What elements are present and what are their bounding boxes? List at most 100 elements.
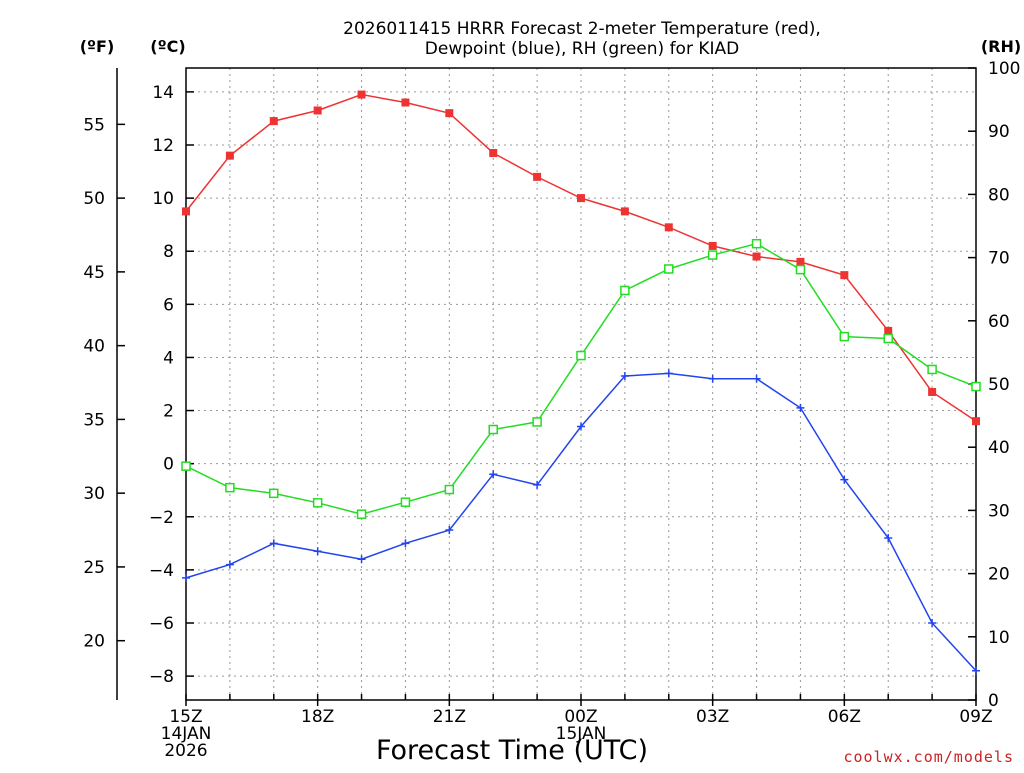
plot-frame <box>185 67 977 701</box>
celsius-tick-label: 2 <box>163 402 174 422</box>
rh-point <box>488 424 498 435</box>
fahrenheit-tick-label: 40 <box>83 337 105 357</box>
fahrenheit-tick-label: 30 <box>83 484 105 504</box>
axes <box>116 67 977 706</box>
fahrenheit-tick-label: 55 <box>83 115 105 135</box>
temperature-point <box>664 223 673 232</box>
x-tick-label: 18Z <box>301 707 334 727</box>
temperature-point <box>489 148 498 157</box>
source-credit: coolwx.com/models <box>843 748 1014 766</box>
x-tick-label: 06Z <box>828 707 861 727</box>
temperature-point <box>708 241 717 250</box>
celsius-tick-label: 12 <box>152 136 174 156</box>
temperature-point <box>928 387 937 396</box>
rh-tick-label: 100 <box>988 59 1020 79</box>
dewpoint-point <box>533 480 542 489</box>
celsius-tick-label: −2 <box>149 508 174 528</box>
rh-point <box>664 264 674 274</box>
rh-tick-label: 40 <box>988 438 1010 458</box>
rh-tick-label: 20 <box>988 565 1010 585</box>
temperature-point <box>269 117 278 126</box>
x-axis-title: Forecast Time (UTC) <box>376 735 648 766</box>
rh-unit-label: (RH) <box>981 37 1021 56</box>
fahrenheit-tick-label: 20 <box>83 632 105 652</box>
rh-point <box>181 461 191 471</box>
temperature-point <box>533 172 542 181</box>
temperature-point <box>796 257 805 266</box>
dewpoint-point <box>928 618 937 627</box>
x-tick-label: 00Z <box>564 707 597 727</box>
temperature-point <box>620 207 629 216</box>
dewpoint-point <box>182 573 190 582</box>
rh-tick-label: 50 <box>988 375 1010 395</box>
dewpoint-point <box>708 374 717 383</box>
rh-point <box>620 285 630 296</box>
temperature-point <box>182 207 190 216</box>
chart-title-line-2: Dewpoint (blue), RH (green) for KIAD <box>425 39 739 59</box>
rh-tick-label: 0 <box>988 691 999 711</box>
dewpoint-point <box>225 560 234 569</box>
x-tick-label: 14JAN <box>161 724 212 744</box>
celsius-unit-label: (ºC) <box>150 37 185 56</box>
celsius-tick-label: −6 <box>149 614 174 634</box>
rh-point <box>707 250 718 260</box>
rh-tick-label: 80 <box>988 185 1010 205</box>
rh-point <box>927 364 937 375</box>
dewpoint-point <box>620 372 629 381</box>
celsius-tick-label: 14 <box>152 83 174 103</box>
temperature-point <box>972 417 980 426</box>
rh-point <box>400 497 411 507</box>
temperature-line <box>185 93 977 422</box>
celsius-tick-label: 0 <box>163 455 174 475</box>
fahrenheit-tick-label: 50 <box>83 189 105 209</box>
rh-point <box>444 484 455 495</box>
chart-title-line-1: 2026011415 HRRR Forecast 2-meter Tempera… <box>343 19 821 39</box>
dewpoint-point <box>664 369 673 378</box>
rh-point <box>356 509 367 519</box>
x-tick-label: 09Z <box>959 707 992 727</box>
dewpoint-point <box>796 403 805 412</box>
temperature-point <box>445 109 454 118</box>
dewpoint-point <box>445 526 454 535</box>
temperature-point <box>357 90 366 99</box>
rh-point <box>269 488 279 499</box>
celsius-tick-label: 4 <box>163 348 174 368</box>
rh-tick-label: 60 <box>988 312 1010 332</box>
dewpoint-point <box>401 539 410 548</box>
fahrenheit-tick-label: 25 <box>83 558 105 578</box>
tick-labels: 14121086420−2−4−6−8555045403530252010090… <box>83 59 1020 761</box>
rh-point <box>795 264 806 275</box>
dewpoint-point <box>313 547 322 556</box>
dewpoint-point <box>972 666 980 675</box>
rh-tick-label: 70 <box>988 249 1010 269</box>
x-tick-label: 15Z <box>169 707 202 727</box>
fahrenheit-tick-label: 35 <box>83 410 105 430</box>
celsius-tick-label: −4 <box>149 561 174 581</box>
rh-point <box>971 381 981 392</box>
celsius-tick-label: −8 <box>149 667 174 687</box>
rh-tick-label: 30 <box>988 501 1010 521</box>
temperature-point <box>840 271 849 280</box>
x-tick-label: 21Z <box>433 707 466 727</box>
dewpoint-point <box>357 555 366 564</box>
fahrenheit-tick-label: 45 <box>83 263 105 283</box>
grid-lines <box>186 68 976 700</box>
temperature-point <box>884 326 893 335</box>
celsius-tick-label: 10 <box>152 189 174 209</box>
temperature-point <box>313 106 322 115</box>
rh-point <box>883 333 893 344</box>
dewpoint-point <box>840 475 849 484</box>
x-tick-label: 2026 <box>164 741 207 761</box>
rh-point <box>839 331 850 342</box>
rh-point <box>532 417 542 427</box>
rh-point <box>225 482 235 493</box>
rh-point <box>751 238 762 249</box>
rh-point <box>312 498 323 508</box>
dewpoint-point <box>489 470 498 479</box>
temperature-point <box>577 194 585 203</box>
temperature-point <box>401 98 410 107</box>
rh-tick-label: 90 <box>988 122 1010 142</box>
celsius-tick-label: 8 <box>163 242 174 262</box>
